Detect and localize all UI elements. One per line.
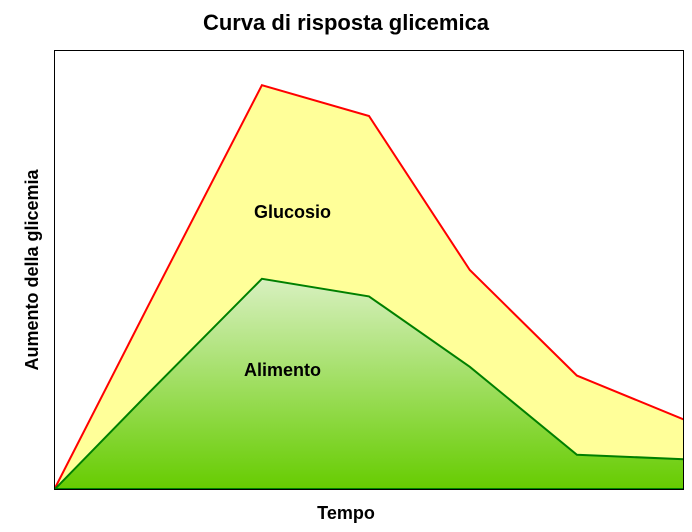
chart-title: Curva di risposta glicemica (0, 10, 692, 36)
x-axis-label: Tempo (0, 503, 692, 524)
plot-area (54, 50, 684, 490)
series-label-alimento: Alimento (244, 360, 321, 381)
chart-container: Curva di risposta glicemica Aumento dell… (0, 0, 692, 532)
series-label-glucosio: Glucosio (254, 202, 331, 223)
y-axis-label: Aumento della glicemia (22, 50, 43, 490)
